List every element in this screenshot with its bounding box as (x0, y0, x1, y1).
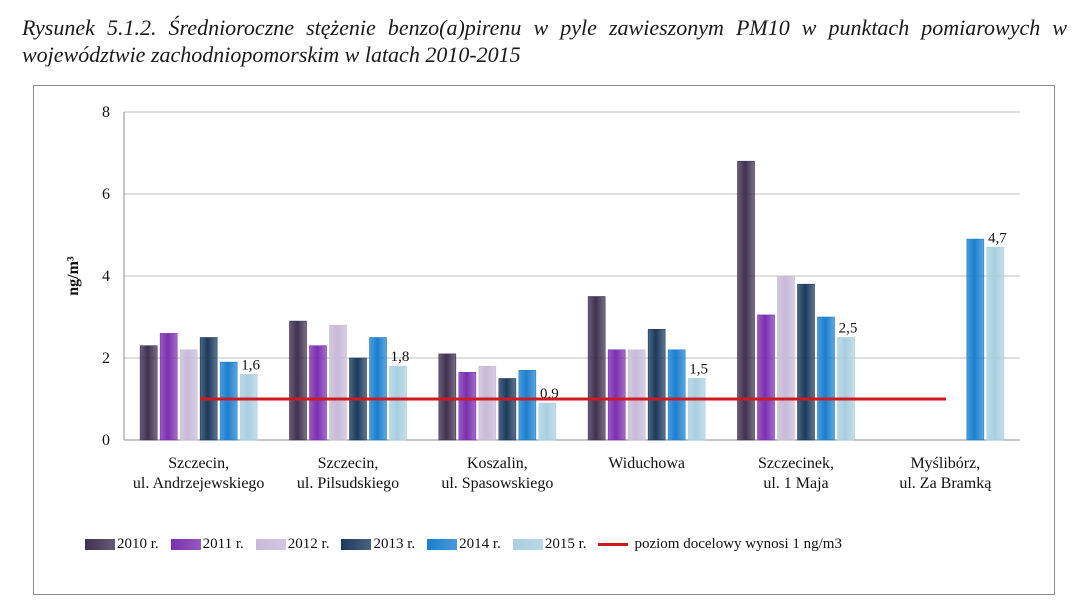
bar (817, 316, 835, 441)
bar (667, 349, 686, 441)
legend-label: poziom docelowy wynosi 1 ng/m3 (634, 535, 842, 552)
bar (797, 283, 815, 441)
bar (438, 353, 457, 441)
category-label: ul. Za Bramką (899, 475, 992, 492)
bar (239, 374, 258, 441)
bar (389, 365, 407, 441)
bar (777, 275, 795, 441)
legend-item: 2012 r. (255, 535, 330, 553)
bar (837, 337, 855, 441)
bar (607, 349, 626, 441)
bar (458, 372, 477, 441)
category-label: Widuchowa (608, 455, 685, 472)
data-label: 2,5 (839, 321, 858, 337)
bar (219, 361, 238, 441)
y-axis-label: ng/m³ (65, 256, 82, 296)
legend-item: 2011 r. (170, 535, 244, 553)
legend-swatch (170, 538, 201, 550)
legend-swatch (427, 538, 458, 550)
data-label: 1,5 (689, 362, 708, 378)
category-label: ul. Pilsudskiego (297, 475, 399, 492)
y-tick-label: 4 (102, 268, 110, 285)
y-tick-label: 0 (102, 432, 110, 449)
bar (309, 345, 327, 441)
bar (587, 296, 606, 441)
bar (478, 365, 497, 441)
figure-caption: Rysunek 5.1.2. Średnioroczne stężenie be… (22, 15, 1067, 67)
bar (757, 314, 775, 441)
bar (498, 378, 517, 441)
bar (139, 345, 158, 441)
legend-label: 2010 r. (117, 535, 159, 552)
bar (647, 328, 666, 441)
legend-line-swatch (598, 542, 629, 546)
legend-item: 2013 r. (341, 536, 415, 553)
bar (179, 349, 198, 441)
legend-swatch (255, 538, 286, 550)
data-label: 4,7 (988, 230, 1007, 246)
bar (369, 337, 387, 441)
data-label: 1,8 (391, 349, 410, 365)
legend-label: 2013 r. (373, 535, 416, 552)
legend-item: 2014 r. (427, 536, 501, 553)
bar (289, 320, 307, 441)
legend-item: 2015 r. (512, 535, 587, 553)
legend-label: 2012 r. (287, 535, 330, 552)
bar (966, 238, 985, 441)
y-tick-label: 6 (102, 186, 110, 203)
bar (159, 333, 178, 441)
bar (687, 378, 706, 441)
bar (199, 337, 218, 441)
category-label: ul. 1 Maja (763, 475, 828, 492)
legend-item-target-line: poziom docelowy wynosi 1 ng/m3 (598, 535, 842, 553)
y-tick-label: 8 (102, 104, 110, 121)
category-label: Myślibórz, (910, 455, 980, 472)
legend-label: 2014 r. (459, 535, 501, 552)
category-label: ul. Spasowskiego (441, 475, 553, 492)
chart-legend: 2010 r. 2011 r. 2012 r. 2013 r. 2014 r. 2015 … (85, 532, 854, 556)
y-tick-label: 2 (102, 350, 110, 367)
bar (518, 369, 537, 441)
legend-label: 2011 r. (202, 535, 244, 552)
bar (538, 402, 557, 441)
category-label: Szczecin, (318, 455, 379, 472)
bar (329, 324, 347, 441)
category-label: Koszalin, (467, 455, 528, 472)
category-label: Szczecin, (168, 455, 229, 472)
bar (737, 160, 755, 441)
legend-swatch (512, 538, 543, 550)
legend-label: 2015 r. (544, 535, 587, 552)
category-label: ul. Andrzejewskiego (133, 475, 265, 492)
legend-swatch (341, 538, 372, 550)
bar (986, 247, 1005, 441)
legend-swatch (85, 538, 115, 550)
data-label: 1,6 (241, 357, 260, 373)
bar (627, 349, 646, 441)
category-label: Szczecinek, (758, 455, 834, 472)
legend-item: 2010 r. (85, 536, 159, 553)
